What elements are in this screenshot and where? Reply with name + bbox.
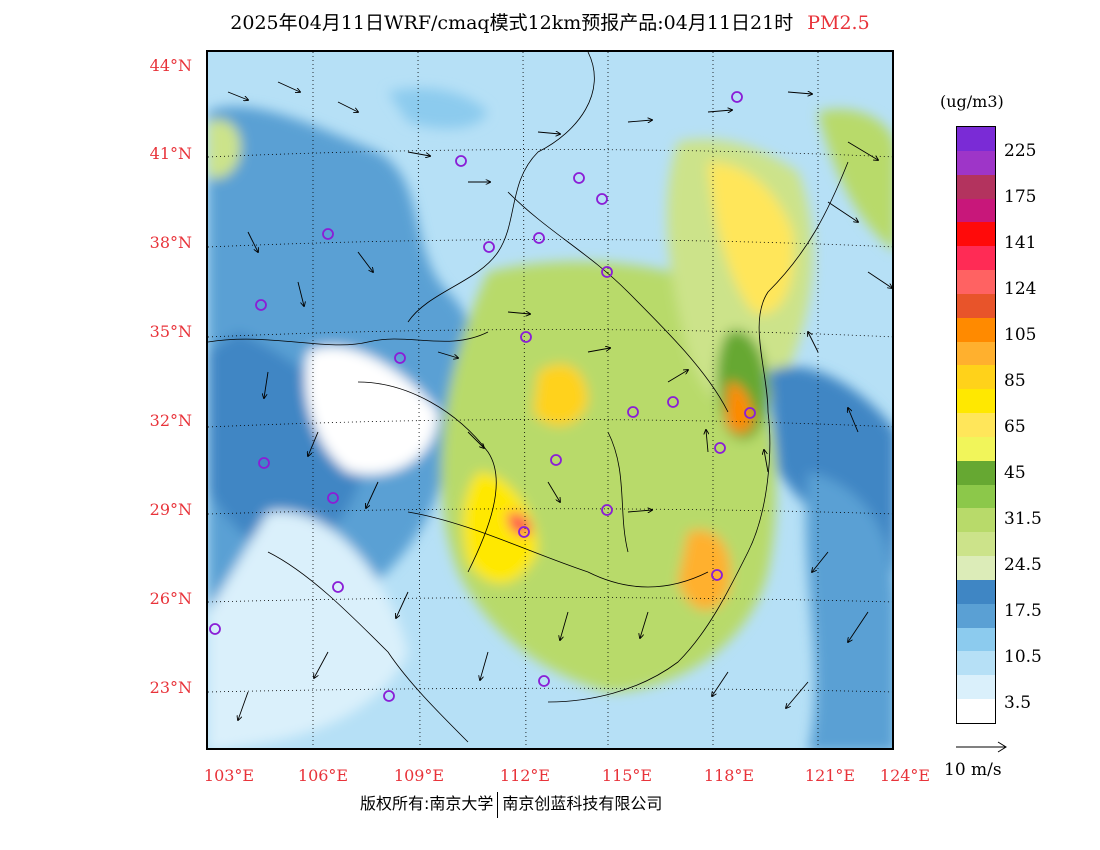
legend-swatch — [957, 198, 995, 223]
legend-swatch — [957, 460, 995, 486]
copyright-footer: 版权所有:南京大学 南京创蓝科技有限公司 — [360, 790, 662, 818]
legend-swatch — [957, 436, 995, 462]
lon-label: 118°E — [703, 766, 755, 785]
lat-label: 29°N — [149, 500, 192, 519]
city-markers — [209, 91, 756, 702]
lon-label: 112°E — [499, 766, 551, 785]
legend-swatch — [957, 508, 995, 533]
legend-label: 175 — [1004, 187, 1037, 207]
footer-divider — [497, 791, 499, 818]
legend-label: 10.5 — [1004, 647, 1042, 667]
wind-reference-arrow — [956, 741, 1007, 753]
legend-swatch — [957, 293, 995, 319]
legend-swatch — [957, 341, 995, 366]
legend-label: 3.5 — [1004, 693, 1032, 713]
legend-label: 225 — [1004, 141, 1037, 161]
boundaries — [208, 52, 849, 743]
legend-swatch — [957, 675, 995, 700]
legend-label: 24.5 — [1004, 555, 1042, 575]
legend-label: 65 — [1004, 417, 1026, 437]
graticule — [208, 52, 892, 748]
legend-label: 31.5 — [1004, 509, 1042, 529]
chart-title: 2025年04月11日WRF/cmaq模式12km预报产品:04月11日21时 P… — [0, 8, 1100, 35]
legend-swatch — [957, 651, 995, 676]
lon-label: 115°E — [601, 766, 653, 785]
lon-label: 109°E — [393, 766, 445, 785]
legend-colorbar — [956, 126, 996, 724]
lon-label: 124°E — [879, 766, 931, 785]
legend-label: 45 — [1004, 463, 1026, 483]
map-field — [208, 52, 892, 748]
lat-label: 41°N — [149, 144, 192, 163]
lon-label: 121°E — [804, 766, 856, 785]
lon-label: 106°E — [297, 766, 349, 785]
legend-swatch — [957, 270, 995, 295]
copyright-right: 南京创蓝科技有限公司 — [502, 794, 663, 813]
title-main: 2025年04月11日WRF/cmaq模式12km预报产品:04月11日21时 — [230, 12, 794, 34]
legend-swatch — [957, 127, 995, 152]
legend-unit: (ug/m3) — [940, 92, 1004, 111]
lat-label: 35°N — [149, 322, 192, 341]
legend-swatch — [957, 484, 995, 509]
pm25-forecast-map — [206, 50, 894, 750]
legend-label: 141 — [1004, 233, 1037, 253]
legend-swatch — [957, 150, 995, 176]
legend-label: 124 — [1004, 279, 1037, 299]
pm25-concentration-field — [208, 88, 892, 748]
legend-swatch — [957, 579, 995, 605]
legend-swatch — [957, 222, 995, 247]
copyright-left: 版权所有:南京大学 — [360, 794, 494, 813]
lat-label: 44°N — [149, 56, 192, 75]
legend-label: 85 — [1004, 371, 1026, 391]
wind-vectors — [227, 81, 892, 720]
legend-swatch — [957, 365, 995, 390]
lat-label: 38°N — [149, 233, 192, 252]
wind-reference-label: 10 m/s — [944, 760, 1002, 780]
legend-label: 17.5 — [1004, 601, 1042, 621]
legend-swatch — [957, 603, 995, 629]
legend-swatch — [957, 317, 995, 343]
lat-label: 32°N — [149, 411, 192, 430]
lat-label: 23°N — [149, 678, 192, 697]
legend-swatch — [957, 699, 995, 724]
lon-label: 103°E — [203, 766, 255, 785]
lat-label: 26°N — [149, 589, 192, 608]
legend-swatch — [957, 246, 995, 271]
legend-label: 105 — [1004, 325, 1037, 345]
legend-swatch — [957, 556, 995, 581]
legend-swatch — [957, 174, 995, 199]
legend-swatch — [957, 413, 995, 438]
legend-swatch — [957, 389, 995, 414]
legend-swatch — [957, 532, 995, 557]
legend-swatch — [957, 627, 995, 652]
title-pollutant: PM2.5 — [807, 12, 870, 34]
